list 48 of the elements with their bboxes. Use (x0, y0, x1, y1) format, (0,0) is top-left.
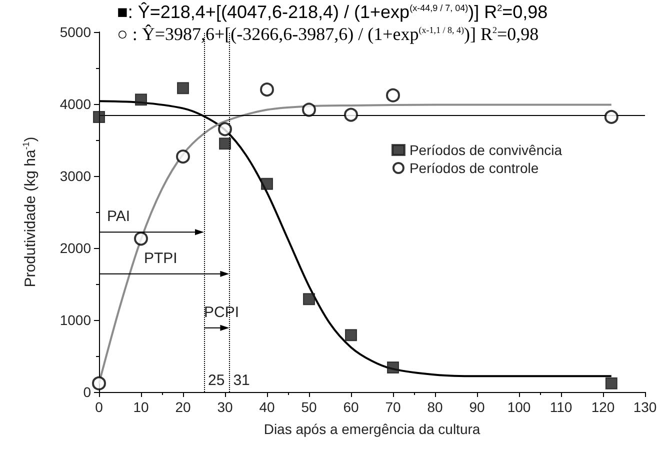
y-tick-label: 1000 (60, 312, 92, 328)
point (135, 94, 147, 106)
point (93, 110, 105, 123)
point (605, 377, 618, 390)
x-tick-label: 60 (343, 399, 359, 415)
annotation: PAI (107, 208, 130, 226)
x-tick-label: 110 (550, 399, 572, 415)
y-tick-label: 0 (83, 384, 92, 400)
x-tick-label: 100 (507, 399, 531, 415)
point (387, 362, 399, 374)
legend-label: Períodos de convivência (409, 142, 562, 158)
point (303, 293, 315, 306)
x-tick-label: 130 (633, 399, 657, 415)
x-tick-label: 10 (133, 399, 149, 415)
annotation: PTPI (144, 250, 178, 267)
y-tick-label: 5000 (60, 24, 92, 40)
ref-line-label: 25 (208, 372, 225, 389)
point (134, 232, 148, 246)
y-tick-label: 2000 (60, 240, 92, 256)
point (386, 88, 400, 102)
y-tick-label: 3000 (60, 168, 92, 184)
point (92, 376, 106, 390)
x-tick-label: 90 (469, 399, 485, 415)
x-tick-label: 30 (217, 399, 233, 415)
point (345, 329, 357, 342)
point (219, 138, 231, 150)
chart-title: ■: Ŷ=218,4+[(4047,6-218,4) / (1+exp$^{(x-44,9 / 7, 04)}$)] R$^{2}$=0,98 (117, 2, 548, 23)
legend-label: Períodos de controle (409, 160, 539, 176)
point (177, 82, 189, 94)
point (302, 102, 316, 117)
x-tick-label: 80 (427, 399, 443, 415)
x-tick-label: 20 (175, 399, 191, 415)
ref-line-label: 31 (233, 372, 250, 389)
chart-subtitle: ○ : Ŷ=3987,6+[(-3266,6-3987,6) / (1+exp$^{(x-1,1 / 8, 4)}$)] R$^{2}$=0,98 (117, 24, 539, 45)
point (261, 178, 273, 190)
x-tick-label: 70 (385, 399, 401, 415)
x-axis-title: Dias após a emergência da cultura (264, 421, 480, 437)
annotation: PCPI (204, 304, 240, 321)
x-tick-label: 120 (591, 399, 615, 415)
x-tick-label: 0 (95, 399, 104, 415)
point (218, 122, 232, 136)
x-tick-label: 40 (259, 399, 275, 415)
y-tick-label: 4000 (60, 96, 92, 112)
point (176, 150, 190, 164)
point (344, 108, 358, 122)
point (604, 110, 618, 124)
x-tick-label: 50 (301, 399, 317, 415)
point (260, 82, 274, 97)
